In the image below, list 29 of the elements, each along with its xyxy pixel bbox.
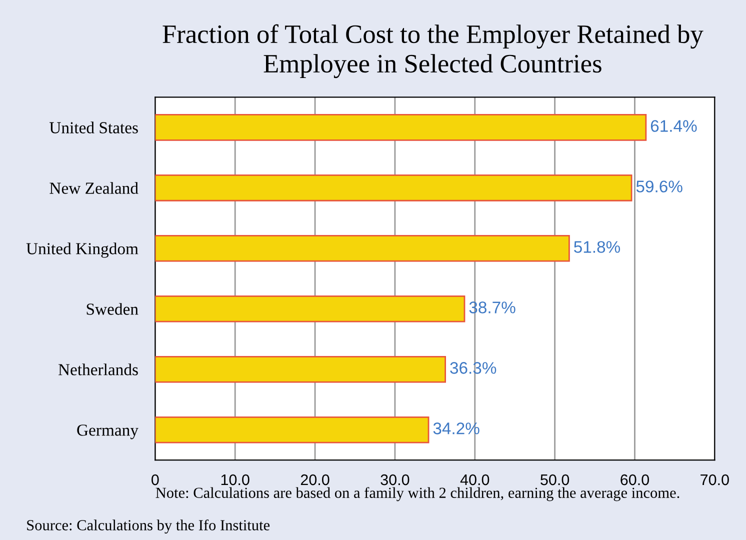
- bar: [155, 174, 632, 202]
- y-tick-label: Sweden: [86, 303, 138, 315]
- y-tick-label: United Kingdom: [26, 242, 138, 258]
- data-label: 38.7%: [469, 302, 516, 314]
- y-tick-label: Netherlands: [58, 364, 138, 376]
- bar: [155, 114, 647, 141]
- x-tick-label: 70.0: [700, 474, 729, 486]
- x-tick-label: 20.0: [300, 474, 330, 486]
- x-tick-label: 10.0: [221, 474, 250, 486]
- x-tick-label: 30.0: [380, 474, 410, 486]
- data-label: 36.3%: [450, 362, 496, 374]
- bar: [155, 295, 466, 322]
- text: Note: Calculations are based on a family with 2 children, earning the average income.: [156, 487, 680, 502]
- chart-title: Fraction of Total Cost to the Employer Retained by Employee in Selected Countries: [162, 24, 704, 78]
- data-label: 34.2%: [433, 422, 480, 434]
- data-label: 51.8%: [574, 241, 620, 253]
- data-label: 61.4%: [650, 120, 697, 132]
- x-tick-label: 60.0: [620, 474, 650, 486]
- bar: [155, 416, 430, 444]
- y-tick-label: United States: [50, 122, 138, 134]
- bar: [155, 235, 570, 262]
- bar: [155, 356, 446, 383]
- data-label: 59.6%: [636, 180, 682, 192]
- y-tick-label: Germany: [77, 424, 138, 440]
- x-tick-label: 0: [152, 474, 159, 486]
- x-tick-label: 40.0: [460, 474, 490, 486]
- source-note: Source: Calculations by the Ifo Institute: [27, 519, 270, 534]
- x-tick-label: 50.0: [540, 474, 570, 486]
- y-tick-label: New Zealand: [50, 182, 138, 194]
